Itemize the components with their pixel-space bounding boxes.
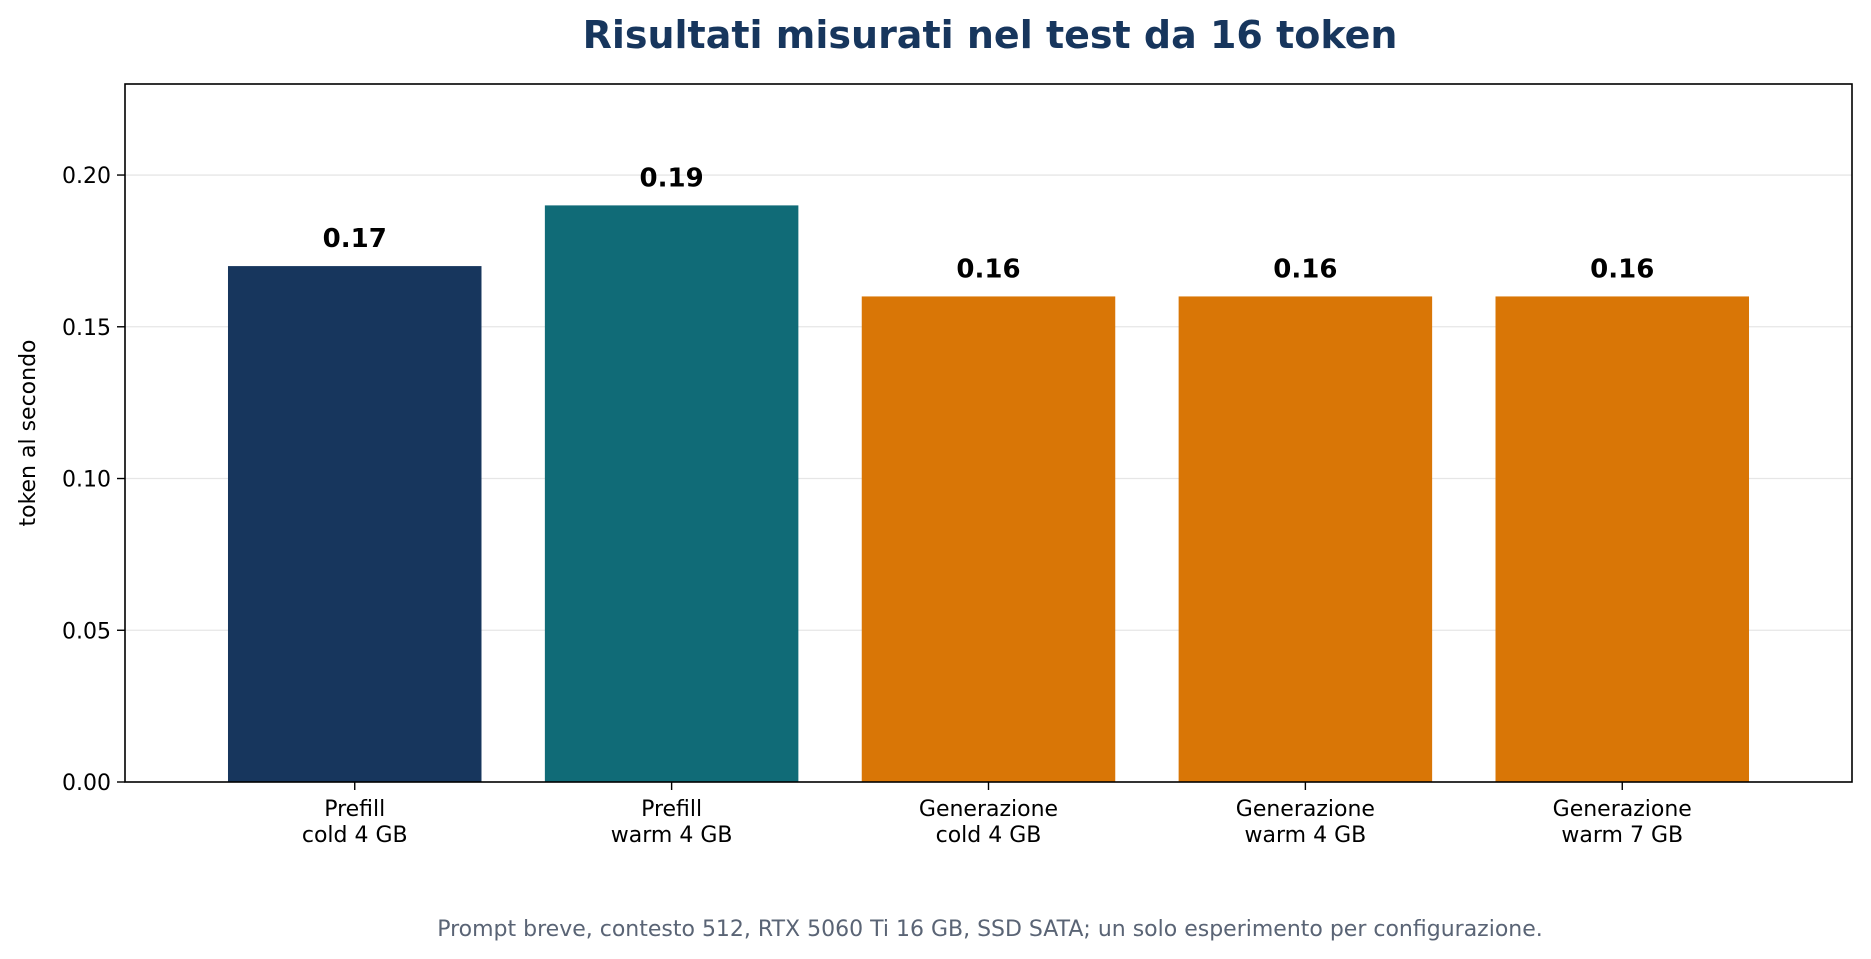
bar — [1178, 296, 1433, 782]
value-labels: 0.17 0.19 0.16 0.16 0.16 — [323, 163, 1655, 284]
x-tick-label: Generazione cold 4 GB — [919, 797, 1058, 848]
footnote: Prompt breve, contesto 512, RTX 5060 Ti … — [437, 917, 1543, 942]
x-axis: Prefill cold 4 GB Prefill warm 4 GB Generazi… — [302, 782, 1692, 848]
y-axis: 0.00 0.05 0.10 0.15 0.20 — [62, 164, 125, 796]
bar — [1495, 296, 1750, 782]
bar-value-label: 0.16 — [1590, 254, 1654, 284]
x-tick-label: Generazione warm 4 GB — [1236, 797, 1375, 848]
bar — [861, 296, 1116, 782]
x-tick-label: Prefill warm 4 GB — [611, 797, 733, 848]
x-tick-label: Generazione warm 7 GB — [1553, 797, 1692, 848]
bar-value-label: 0.19 — [640, 163, 704, 193]
y-tick-label: 0.10 — [62, 468, 111, 493]
y-tick-label: 0.05 — [62, 619, 111, 644]
y-axis-label: token al secondo — [16, 339, 41, 526]
bar-value-label: 0.16 — [956, 254, 1020, 284]
bar — [544, 205, 799, 783]
bar-value-label: 0.17 — [323, 224, 387, 254]
x-tick-label: Prefill cold 4 GB — [302, 797, 408, 848]
y-tick-label: 0.15 — [62, 316, 111, 341]
bar — [227, 266, 482, 783]
bars — [227, 205, 1750, 783]
y-tick-label: 0.00 — [62, 771, 111, 796]
y-tick-label: 0.20 — [62, 164, 111, 189]
bar-value-label: 0.16 — [1273, 254, 1337, 284]
chart-title: Risultati misurati nel test da 16 token — [583, 13, 1398, 57]
